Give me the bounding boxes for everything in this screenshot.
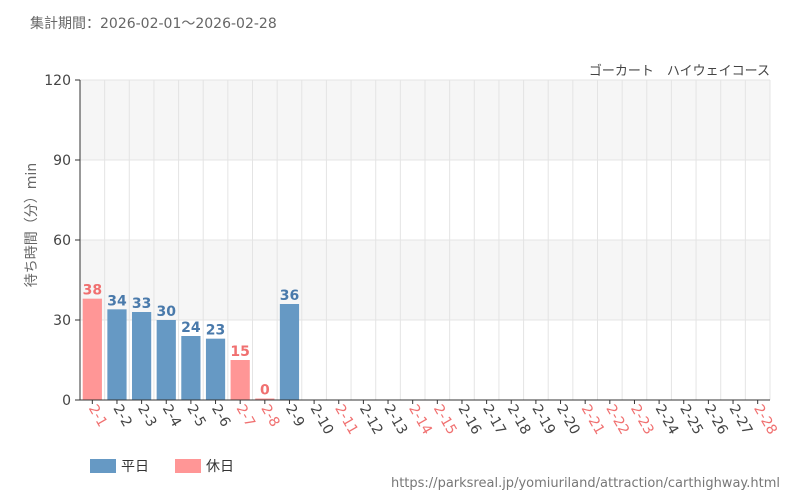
data-label-2-4: 30 [157, 304, 177, 320]
x-tick-label-2-26: 2-26 [701, 402, 731, 438]
x-tick-label-2-27: 2-27 [726, 402, 756, 438]
x-tick-label-2-3: 2-3 [134, 402, 159, 430]
x-tick-label-2-2: 2-2 [110, 402, 135, 430]
bar-2-3 [131, 312, 152, 400]
chart-subtitle: ゴーカート ハイウェイコース [589, 63, 770, 79]
x-tick-label-2-14: 2-14 [405, 402, 435, 438]
bar-2-5 [181, 336, 201, 400]
y-axis-label: 待ち時間（分）min [24, 163, 40, 287]
legend-swatch-holiday [175, 459, 201, 473]
y-tick-label-0: 0 [62, 393, 71, 409]
x-tick-label-2-18: 2-18 [504, 402, 534, 438]
data-label-2-1: 38 [83, 283, 102, 299]
x-tick-label-2-22: 2-22 [602, 402, 632, 438]
bar-2-8 [255, 398, 275, 400]
data-label-2-2: 34 [107, 293, 127, 309]
bar-2-7 [230, 360, 250, 400]
data-label-2-5: 24 [181, 320, 201, 336]
legend-label-holiday: 休日 [206, 459, 234, 475]
x-tick-label-2-7: 2-7 [233, 402, 258, 430]
x-tick-label-2-16: 2-16 [455, 402, 485, 438]
x-tick-label-2-1: 2-1 [85, 402, 110, 430]
x-tick-label-2-23: 2-23 [627, 402, 657, 438]
data-label-2-7: 15 [230, 344, 249, 360]
x-tick-label-2-4: 2-4 [159, 402, 184, 430]
x-tick-label-2-21: 2-21 [578, 402, 608, 438]
data-label-2-9: 36 [280, 288, 299, 304]
data-label-2-3: 33 [132, 296, 151, 312]
source-url: https://parksreal.jp/yomiuriland/attract… [391, 476, 780, 491]
data-label-2-8: 0 [260, 383, 270, 399]
y-tick-label-30: 30 [53, 313, 71, 329]
bar-series [82, 298, 300, 400]
x-tick-label-2-6: 2-6 [208, 402, 233, 430]
axes [75, 79, 770, 404]
y-tick-labels: 0 30 60 90 120 [44, 73, 71, 409]
horizontal-gridlines [80, 79, 770, 321]
bar-2-1 [82, 298, 102, 400]
y-tick-label-120: 120 [44, 73, 71, 89]
x-tick-label-2-5: 2-5 [183, 402, 208, 430]
bar-2-2 [107, 309, 127, 400]
x-tick-label-2-12: 2-12 [356, 402, 386, 438]
x-tick-label-2-24: 2-24 [652, 402, 682, 438]
x-tick-label-2-13: 2-13 [381, 402, 411, 438]
legend: 平日 休日 [90, 459, 234, 475]
x-tick-label-2-15: 2-15 [430, 402, 460, 438]
x-tick-label-2-19: 2-19 [528, 402, 558, 438]
legend-label-weekday: 平日 [121, 459, 149, 475]
x-tick-label-2-20: 2-20 [553, 402, 583, 438]
y-tick-label-90: 90 [53, 153, 71, 169]
y-tick-label-60: 60 [53, 233, 71, 249]
x-tick-label-2-25: 2-25 [676, 402, 706, 438]
x-tick-label-2-9: 2-9 [282, 402, 307, 430]
data-label-2-6: 23 [206, 323, 225, 339]
x-tick-label-2-8: 2-8 [257, 402, 282, 430]
x-tick-label-2-17: 2-17 [479, 402, 509, 438]
x-tick-label-2-10: 2-10 [307, 402, 337, 438]
bar-2-4 [156, 320, 176, 400]
x-tick-label-2-28: 2-28 [750, 402, 780, 438]
bar-2-6 [205, 338, 226, 400]
bar-2-9 [279, 304, 300, 400]
period-label: 集計期間：2026-02-01～2026-02-28 [30, 15, 277, 32]
x-tick-labels: 2-1 2-2 2-3 2-4 2-5 2-6 2-7 2-8 2-9 2-102-112-122… [85, 402, 780, 438]
x-tick-label-2-11: 2-11 [331, 402, 361, 438]
legend-swatch-weekday [90, 459, 116, 473]
